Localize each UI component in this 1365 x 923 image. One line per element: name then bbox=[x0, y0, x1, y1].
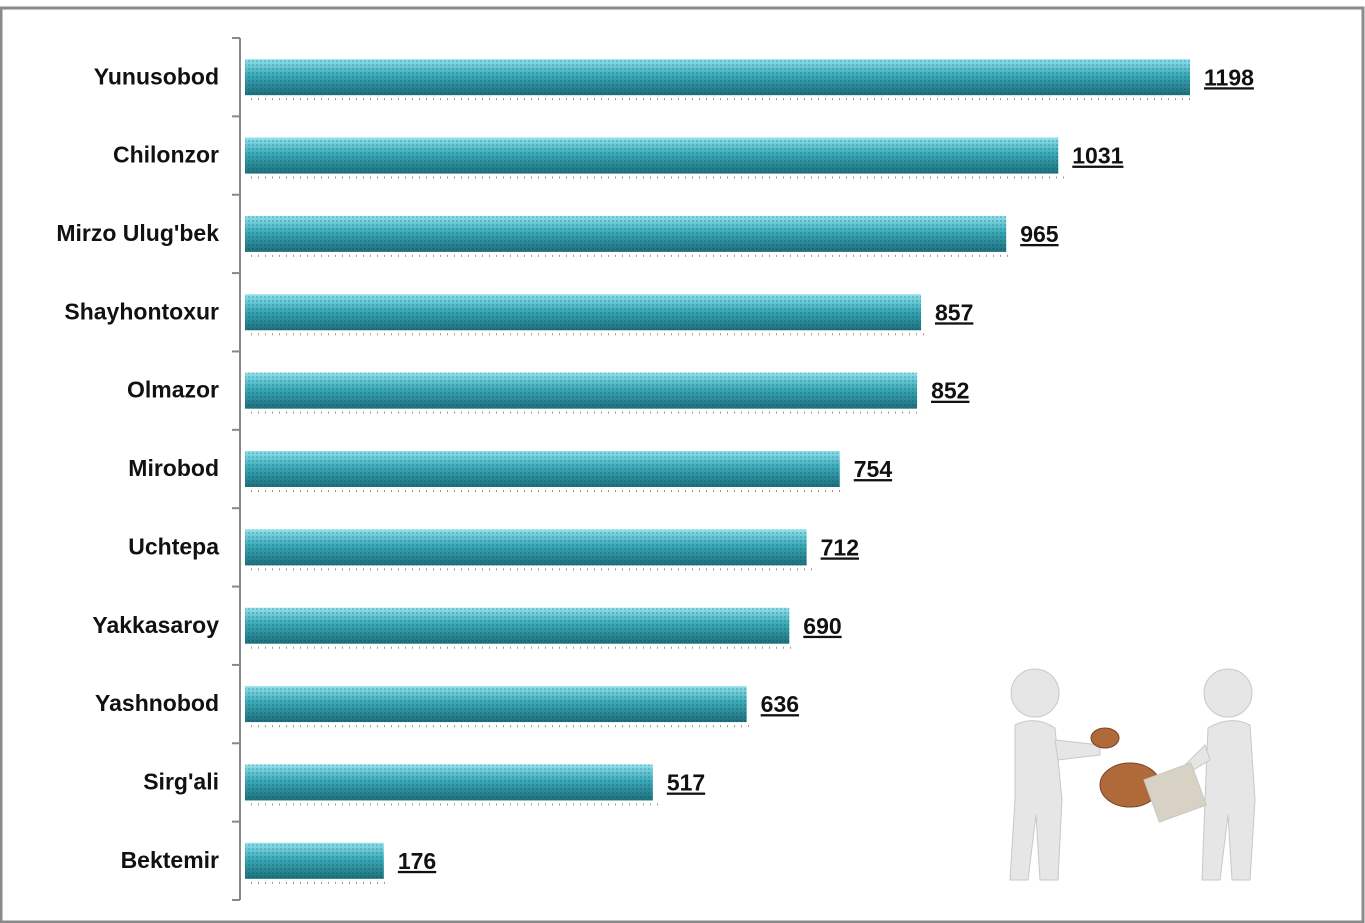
illustration bbox=[1009, 668, 1256, 881]
value-label: 857 bbox=[935, 299, 973, 325]
value-label: 754 bbox=[854, 456, 893, 482]
category-label: Sirg'ali bbox=[143, 769, 219, 795]
category-label: Uchtepa bbox=[128, 533, 219, 559]
category-label: Yakkasaroy bbox=[92, 612, 219, 638]
bar-texture bbox=[245, 529, 807, 566]
category-label: Shayhontoxur bbox=[64, 298, 219, 324]
value-label: 712 bbox=[821, 534, 859, 560]
category-label: Chilonzor bbox=[113, 142, 219, 168]
value-label: 636 bbox=[761, 691, 799, 717]
bar-texture bbox=[245, 764, 653, 801]
category-label: Olmazor bbox=[127, 377, 219, 403]
frame bbox=[0, 6, 1365, 923]
bar-texture bbox=[245, 372, 918, 409]
value-label: 852 bbox=[931, 378, 969, 404]
bar-texture bbox=[245, 294, 922, 331]
bar-texture bbox=[245, 842, 384, 879]
bar-texture bbox=[245, 451, 840, 487]
category-label: Bektemir bbox=[121, 847, 219, 873]
bar-texture bbox=[245, 607, 790, 644]
category-label: Mirzo Ulug'bek bbox=[56, 220, 219, 246]
value-label: 517 bbox=[667, 770, 705, 796]
category-label: Yashnobod bbox=[95, 690, 219, 716]
value-label: 690 bbox=[803, 613, 841, 639]
bar-texture bbox=[245, 215, 1007, 252]
bar-texture bbox=[245, 137, 1059, 174]
bar-texture bbox=[245, 686, 747, 723]
value-label: 1031 bbox=[1072, 143, 1123, 169]
category-label: Yunusobod bbox=[94, 63, 219, 89]
bar-texture bbox=[245, 59, 1190, 96]
value-label: 176 bbox=[398, 848, 436, 874]
value-label: 1198 bbox=[1204, 64, 1254, 90]
category-label: Mirobod bbox=[128, 455, 219, 481]
value-label: 965 bbox=[1020, 221, 1059, 247]
